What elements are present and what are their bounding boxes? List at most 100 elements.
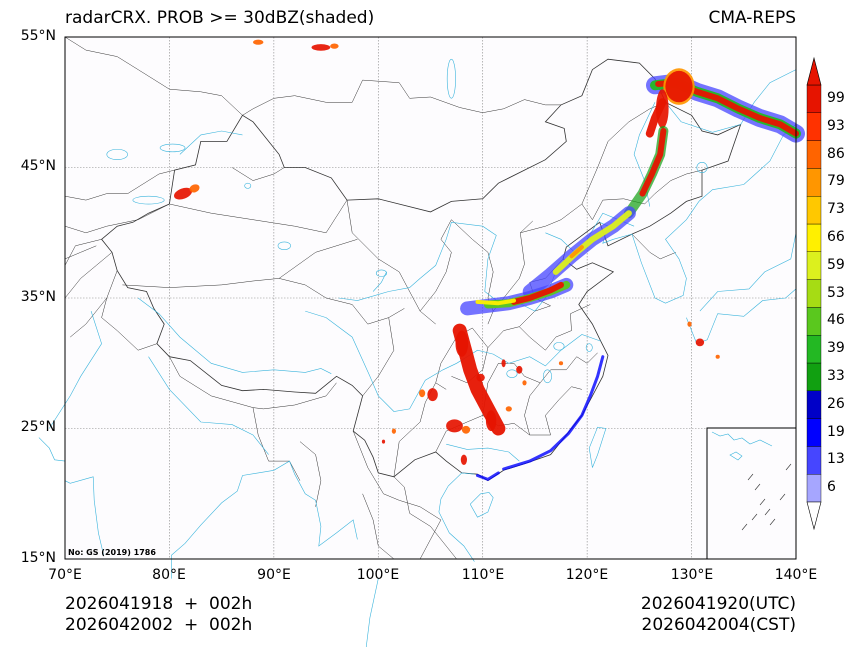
colorbar-tick-label: 53 bbox=[827, 284, 845, 301]
lake-outline bbox=[159, 143, 186, 153]
colorbar-segment bbox=[806, 279, 822, 308]
province-boundary bbox=[493, 220, 533, 312]
lon-tick-label: 120°E bbox=[565, 567, 609, 583]
prob-band bbox=[645, 98, 667, 138]
province-boundary bbox=[169, 199, 348, 234]
colorbar-tick-label: 13 bbox=[827, 451, 845, 468]
lat-tick-label: 55°N bbox=[20, 28, 56, 44]
prob-shading bbox=[311, 44, 331, 51]
lat-tick-label: 35°N bbox=[20, 289, 56, 305]
probability-shading bbox=[173, 39, 805, 481]
province-boundary bbox=[419, 219, 452, 312]
country-boundary bbox=[352, 431, 442, 560]
coastline-river bbox=[438, 472, 475, 562]
lon-tick-label: 140°E bbox=[774, 567, 818, 583]
country-boundary bbox=[242, 79, 561, 116]
lake-outline bbox=[375, 269, 387, 277]
country-boundary bbox=[393, 476, 457, 560]
prob-shading bbox=[455, 330, 469, 357]
country-boundary bbox=[631, 233, 676, 260]
country-boundary bbox=[252, 407, 301, 481]
country-boundary bbox=[64, 203, 170, 234]
inset-dash-line bbox=[769, 518, 776, 526]
coastline-river bbox=[137, 297, 332, 374]
coastline-river bbox=[372, 271, 387, 292]
lat-tick-label: 45°N bbox=[20, 158, 56, 174]
prob-band bbox=[552, 210, 632, 275]
colorbar-tick-label: 19 bbox=[827, 423, 845, 440]
prob-shading bbox=[427, 388, 438, 402]
prob-shading bbox=[189, 184, 200, 193]
province-boundary bbox=[393, 382, 447, 477]
prob-band bbox=[475, 298, 516, 306]
country-boundary bbox=[362, 493, 395, 560]
province-boundary bbox=[524, 382, 541, 436]
country-boundary bbox=[64, 245, 97, 260]
lake-outline bbox=[542, 369, 552, 384]
lake-outline bbox=[106, 148, 128, 160]
colorbar-segment bbox=[806, 112, 822, 141]
prob-shading bbox=[715, 354, 720, 359]
colorbar-segment bbox=[806, 168, 822, 197]
valid-time-cst: 2026042004(CST) bbox=[641, 615, 796, 635]
lake-outline bbox=[696, 162, 708, 174]
colorbar-tick-label: 79 bbox=[827, 173, 845, 190]
lake-outline bbox=[553, 342, 565, 351]
colorbar bbox=[806, 56, 822, 531]
lon-tick-label: 70°E bbox=[48, 567, 82, 583]
lat-tick-label: 25°N bbox=[20, 419, 56, 435]
prob-band bbox=[569, 245, 584, 259]
country-boundary bbox=[70, 297, 107, 338]
coastline-river bbox=[365, 578, 379, 647]
model-name: CMA-REPS bbox=[708, 8, 796, 28]
colorbar-tick-label: 33 bbox=[827, 367, 845, 384]
inset-dash-line bbox=[759, 498, 766, 506]
inset-dash-line bbox=[785, 463, 792, 471]
prob-shading bbox=[558, 361, 564, 366]
province-boundary bbox=[520, 169, 703, 234]
prob-shading bbox=[476, 373, 485, 382]
map-title: radarCRX. PROB >= 30dBZ(shaded) bbox=[65, 8, 375, 28]
map-approval-note: No: GS (2019) 1786 bbox=[68, 548, 156, 557]
inset-dash-line bbox=[741, 523, 748, 531]
coastline-river bbox=[49, 311, 102, 429]
coastline-river bbox=[148, 356, 269, 455]
province-boundary bbox=[122, 278, 389, 325]
prob-shading bbox=[695, 338, 705, 347]
colorbar-over-arrow bbox=[806, 56, 822, 86]
inset-dash-line bbox=[754, 483, 761, 491]
inset-frame bbox=[706, 427, 797, 560]
country-boundary bbox=[169, 356, 337, 410]
prob-band bbox=[511, 281, 564, 305]
init-time-line-1: 2026041918 + 002h bbox=[65, 594, 253, 614]
prob-shading bbox=[446, 419, 463, 433]
colorbar-tick-label: 86 bbox=[827, 145, 845, 162]
country-boundary bbox=[64, 36, 243, 116]
prob-shading bbox=[330, 43, 339, 49]
colorbar-tick-label: 39 bbox=[827, 340, 845, 357]
province-boundary bbox=[545, 386, 582, 436]
colorbar-segment bbox=[806, 335, 822, 364]
prob-shading bbox=[173, 187, 193, 200]
valid-time-utc: 2026041920(UTC) bbox=[640, 594, 796, 614]
country-boundary bbox=[64, 169, 175, 201]
coastline-river bbox=[665, 69, 797, 133]
colorbar-segment bbox=[806, 223, 822, 252]
province-boundary bbox=[278, 239, 358, 279]
inset-dash-line bbox=[751, 513, 758, 521]
lon-tick-label: 90°E bbox=[257, 567, 291, 583]
prob-shading bbox=[391, 428, 396, 434]
colorbar-segment bbox=[806, 307, 822, 336]
lon-tick-label: 80°E bbox=[152, 567, 186, 583]
prob-shading bbox=[460, 454, 467, 465]
lon-tick-label: 130°E bbox=[670, 567, 714, 583]
coastline-river bbox=[588, 426, 607, 468]
country-boundary bbox=[64, 252, 113, 299]
colorbar-segment bbox=[806, 446, 822, 475]
lat-tick-label: 15°N bbox=[20, 550, 56, 566]
lake-outline bbox=[585, 343, 593, 352]
colorbar-segment bbox=[806, 474, 822, 503]
coastline-river bbox=[545, 232, 575, 253]
prob-shading bbox=[505, 406, 512, 412]
boundaries-layer bbox=[38, 36, 797, 647]
